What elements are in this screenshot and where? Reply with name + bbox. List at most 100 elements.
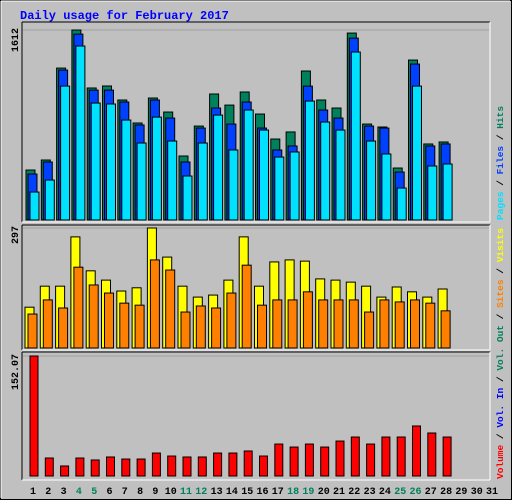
x-tick-label: 16 <box>256 487 268 498</box>
bar <box>272 299 283 349</box>
bar <box>151 116 162 221</box>
legend-separator: / <box>495 174 506 191</box>
bar <box>228 452 238 477</box>
x-tick-label: 25 <box>394 487 406 498</box>
y-tick-label: 297 <box>11 226 22 244</box>
x-tick-label: 12 <box>195 487 207 498</box>
x-tick-label: 27 <box>425 487 437 498</box>
x-tick-label: 13 <box>211 487 223 498</box>
legend-entry: Vol. Out <box>495 325 506 371</box>
legend-entry: Vol. In <box>495 387 506 427</box>
legend-entry: Visits <box>495 228 506 263</box>
bar <box>167 140 178 221</box>
chart-title: Daily usage for February 2017 <box>20 9 229 23</box>
x-tick-label: 11 <box>180 487 192 498</box>
bar <box>136 142 147 221</box>
bar <box>442 436 452 477</box>
legend-separator: / <box>495 308 506 325</box>
bar <box>381 436 391 477</box>
bar <box>302 291 313 349</box>
x-tick-label: 19 <box>302 487 314 498</box>
bar <box>119 302 130 349</box>
x-tick-label: 22 <box>348 487 360 498</box>
bar <box>195 305 206 349</box>
bar <box>29 191 40 221</box>
bar <box>366 443 376 477</box>
bar <box>104 292 114 349</box>
x-tick-label: 30 <box>471 487 483 498</box>
bar <box>27 313 38 349</box>
bar <box>243 450 253 477</box>
bar <box>151 452 161 477</box>
bar <box>442 163 453 221</box>
bar <box>348 299 359 349</box>
x-tick-label: 10 <box>165 487 177 498</box>
x-tick-label: 1 <box>30 487 36 498</box>
bar <box>243 109 254 221</box>
bar <box>165 269 176 349</box>
bar <box>427 165 438 221</box>
bar <box>379 299 390 349</box>
x-tick-label: 18 <box>287 487 299 498</box>
bar <box>335 129 346 221</box>
bar <box>228 149 239 221</box>
bar <box>304 443 314 477</box>
bar <box>333 299 344 349</box>
bar <box>320 121 331 221</box>
bar <box>197 142 208 221</box>
legend-separator: / <box>495 262 506 279</box>
bar <box>121 458 131 477</box>
legend-entry: Pages <box>495 191 506 220</box>
legend-entry: Sites <box>495 279 506 308</box>
x-tick-label: 4 <box>76 487 82 498</box>
bar <box>289 151 300 221</box>
x-tick-label: 17 <box>272 487 284 498</box>
legend-entry: Files <box>495 146 506 175</box>
bar <box>396 187 407 221</box>
bar <box>320 446 330 477</box>
bar <box>440 310 451 349</box>
bar <box>394 301 405 349</box>
bar <box>259 455 268 477</box>
bar <box>60 465 70 477</box>
bar <box>136 458 146 477</box>
bar <box>182 456 192 477</box>
bar <box>44 179 55 221</box>
bar <box>366 140 377 221</box>
bar <box>257 304 267 349</box>
bar <box>213 452 223 477</box>
x-tick-label: 26 <box>409 487 421 498</box>
x-tick-label: 31 <box>486 487 498 498</box>
bar <box>304 100 315 221</box>
bar <box>73 266 84 349</box>
x-tick-label: 23 <box>364 487 376 498</box>
bar <box>226 292 237 349</box>
bar <box>318 299 329 349</box>
x-tick-label: 20 <box>318 487 330 498</box>
y-tick-label: 152.07 <box>11 354 22 390</box>
bar <box>287 299 298 349</box>
legend-separator: / <box>495 428 506 445</box>
bar <box>427 432 437 477</box>
x-tick-label: 29 <box>455 487 467 498</box>
bar <box>350 51 361 221</box>
bar <box>167 455 177 477</box>
x-tick-label: 14 <box>226 487 238 498</box>
bar <box>259 129 269 221</box>
bar <box>42 299 53 349</box>
bar <box>211 307 222 349</box>
bar <box>364 311 375 349</box>
bar <box>29 355 39 477</box>
bar <box>90 102 101 221</box>
bar <box>121 119 132 221</box>
bar <box>274 443 284 477</box>
y-tick-label: 1612 <box>11 28 22 52</box>
legend-separator: / <box>495 129 506 146</box>
legend-entry: Volume <box>495 444 506 479</box>
x-tick-label: 6 <box>106 487 112 498</box>
bar <box>75 45 86 221</box>
bar <box>180 311 191 349</box>
bar <box>60 85 71 221</box>
bar <box>425 302 436 349</box>
bar <box>350 436 360 477</box>
